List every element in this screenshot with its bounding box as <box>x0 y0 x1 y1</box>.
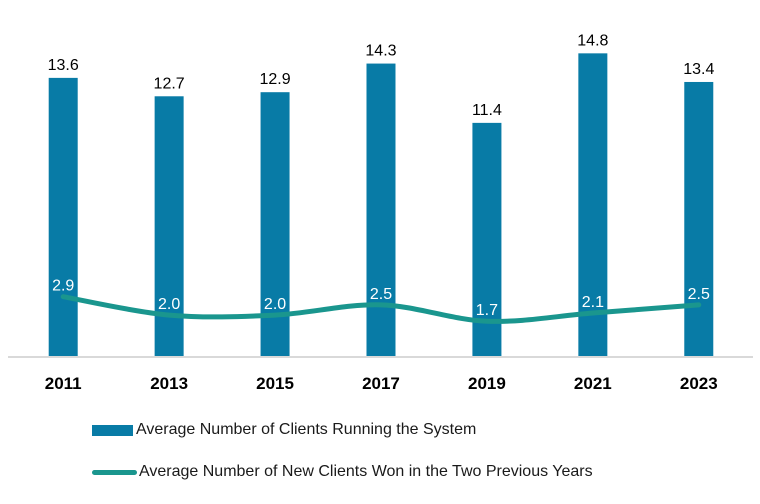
trend-line <box>60 294 702 324</box>
line-value-label-2019: 1.7 <box>476 302 498 319</box>
bar-value-label-2017: 14.3 <box>365 43 396 60</box>
line-value-label-2011: 2.9 <box>52 278 74 295</box>
bar-2021 <box>578 53 608 357</box>
legend-item-line-series: Average Number of New Clients Won in the… <box>92 462 593 482</box>
line-value-label-2013: 2.0 <box>158 296 180 313</box>
legend-label-bar-series: Average Number of Clients Running the Sy… <box>136 421 477 438</box>
legend-item-bar-series: Average Number of Clients Running the Sy… <box>92 420 593 440</box>
line-value-label-2017: 2.5 <box>370 286 392 303</box>
bar-2011 <box>48 77 78 356</box>
legend-label-line-series: Average Number of New Clients Won in the… <box>139 463 593 480</box>
bar-2017 <box>366 63 396 356</box>
x-axis-label-2013: 2013 <box>150 374 188 393</box>
x-axis-label-2011: 2011 <box>45 374 82 393</box>
bar-value-label-2013: 12.7 <box>154 75 185 92</box>
x-axis-label-2017: 2017 <box>362 374 400 393</box>
chart-plot-area: 13.6 12.7 12.9 14.3 11.4 14.8 13.4 2.9 2.0 2.0 2.5… <box>8 32 753 393</box>
x-axis-label-2019: 2019 <box>468 374 506 393</box>
bar-value-label-2019: 11.4 <box>472 102 502 119</box>
x-axis-label-2015: 2015 <box>256 374 294 393</box>
line-value-label-2021: 2.1 <box>582 294 604 311</box>
bar-2019 <box>472 122 502 357</box>
bar-value-label-2015: 12.9 <box>259 71 290 88</box>
line-value-label-2015: 2.0 <box>264 296 286 313</box>
bar-value-label-2023: 13.4 <box>683 61 714 78</box>
bar-series-swatch-icon <box>92 424 133 436</box>
bar-value-label-2011: 13.6 <box>48 57 79 74</box>
x-axis-label-2023: 2023 <box>680 374 718 393</box>
x-axis-label-2021: 2021 <box>574 374 612 393</box>
bar-2023 <box>684 81 714 356</box>
line-series-swatch-icon <box>92 469 137 475</box>
bar-value-label-2021: 14.8 <box>577 32 608 49</box>
line-value-label-2023: 2.5 <box>688 286 710 303</box>
chart-legend: Average Number of Clients Running the Sy… <box>92 420 593 482</box>
